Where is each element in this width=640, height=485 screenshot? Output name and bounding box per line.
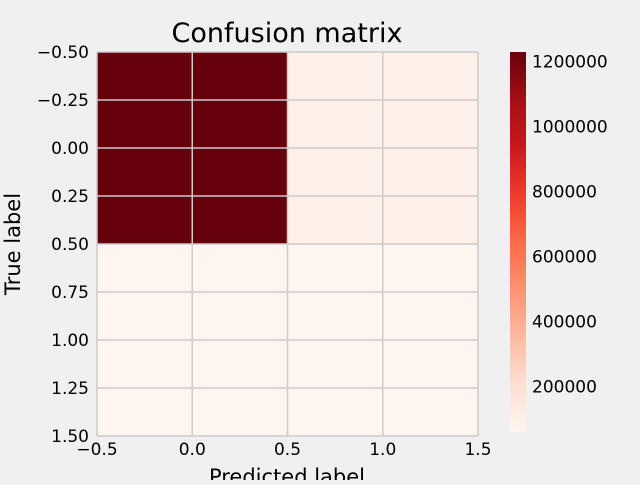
y-tick-label: 0.75 [51,283,89,303]
grid-lines [96,51,479,437]
colorbar-tick-label: 800000 [532,183,597,203]
y-tick-label: 0.50 [51,235,89,255]
y-tick-label: 1.00 [51,331,89,351]
x-tick-label: 1.5 [464,440,491,460]
y-tick-label: −0.25 [37,91,89,111]
x-tick-label: 0.0 [179,440,206,460]
colorbar-tick-labels: 200000 400000 600000 800000 1000000 1200000 [532,53,608,398]
colorbar-tick-label: 400000 [532,313,597,333]
colorbar-tick-label: 1200000 [532,53,608,73]
colorbar-tick-label: 200000 [532,378,597,398]
x-tick-label: −0.5 [76,440,117,460]
y-tick-label: 0.25 [51,187,89,207]
y-tick-label: 1.25 [51,379,89,399]
y-tick-label: 0.00 [51,139,89,159]
colorbar-tick-label: 600000 [532,248,597,268]
colorbar-tick-label: 1000000 [532,118,608,138]
colorbar [510,52,526,432]
chart-title: Confusion matrix [172,18,403,49]
x-tick-label: 1.0 [369,440,396,460]
x-axis-label: Predicted label [209,465,365,480]
x-tick-labels: −0.5 0.0 0.5 1.0 1.5 [76,440,491,460]
y-tick-label: 1.50 [51,427,89,447]
y-tick-labels: −0.50 −0.25 0.00 0.25 0.50 0.75 1.00 1.25 1.50 [37,43,89,447]
y-axis-label: True label [1,193,25,296]
y-tick-label: −0.50 [37,43,89,63]
x-tick-label: 0.5 [274,440,301,460]
